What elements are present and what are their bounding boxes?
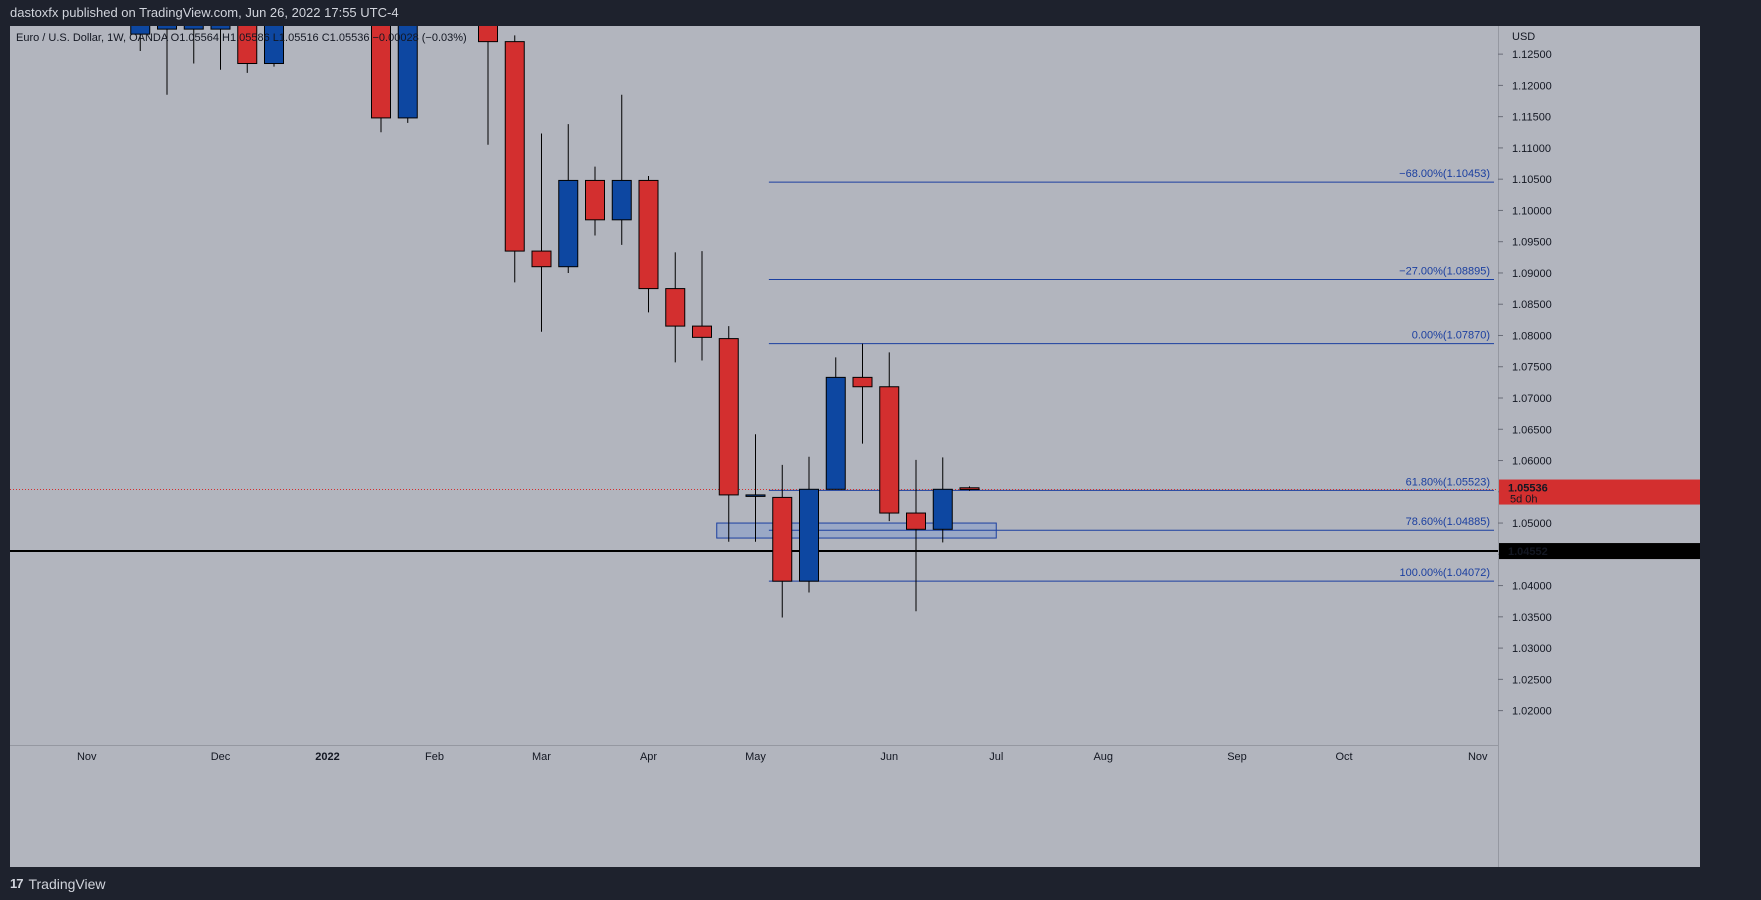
candle-body[interactable]: [638, 179, 659, 290]
price-axis-background: [1498, 26, 1700, 867]
y-tick-label: 1.11000: [1512, 143, 1551, 155]
fib-level-label: 0.00%(1.07870): [1412, 330, 1490, 342]
y-tick-label: 1.09000: [1512, 268, 1552, 280]
candle-body[interactable]: [397, 26, 418, 119]
y-tick-label: 1.04000: [1512, 581, 1552, 593]
candle-body[interactable]: [531, 250, 552, 268]
candle-body[interactable]: [932, 488, 953, 530]
publisher-header: dastoxfx published on TradingView.com, J…: [0, 0, 1761, 26]
y-tick-label: 1.08500: [1512, 299, 1552, 311]
support-price-badge: [1499, 543, 1700, 560]
x-tick-label: Aug: [1093, 751, 1113, 763]
candle-body[interactable]: [371, 26, 391, 119]
x-tick-label: Mar: [532, 751, 551, 763]
y-tick-label: 1.06500: [1512, 424, 1552, 436]
chart-area[interactable]: USD 1.12500 1.12000 1.11500 1.11000 1.10500 1.…: [10, 26, 1700, 867]
candle-body[interactable]: [237, 26, 258, 65]
y-tick-label: 1.12500: [1512, 49, 1552, 61]
x-tick-label: Dec: [211, 751, 231, 763]
x-tick-label: Jul: [989, 751, 1003, 763]
candle-body[interactable]: [558, 179, 579, 268]
bar-countdown-label: 5d 0h: [1510, 494, 1538, 506]
y-tick-label: 1.09500: [1512, 237, 1552, 249]
time-axis-background: [10, 745, 1498, 867]
fib-level-label: 78.60%(1.04885): [1406, 516, 1490, 528]
x-tick-label: Jun: [880, 751, 898, 763]
y-tick-label: 1.07000: [1512, 393, 1552, 405]
candle-body[interactable]: [772, 496, 793, 582]
fib-level-label: 61.80%(1.05523): [1406, 476, 1490, 488]
y-tick-label: 1.08000: [1512, 330, 1552, 342]
y-tick-label: 1.06000: [1512, 456, 1552, 468]
last-price-label: 1.05536: [1508, 483, 1548, 495]
candle-body[interactable]: [585, 179, 605, 221]
y-tick-label: 1.03000: [1512, 643, 1552, 655]
price-chart[interactable]: USD 1.12500 1.12000 1.11500 1.11000 1.10500 1.…: [10, 26, 1700, 867]
fib-level-label: −68.00%(1.10453): [1399, 168, 1490, 180]
candle-body[interactable]: [157, 26, 177, 30]
y-tick-label: 1.02500: [1512, 674, 1552, 686]
candle-body[interactable]: [611, 179, 632, 221]
candle-body[interactable]: [825, 376, 846, 490]
y-tick-label: 1.11500: [1512, 112, 1551, 124]
y-tick-label: 1.10500: [1512, 174, 1552, 186]
plot-background: [10, 26, 1498, 745]
candle-body[interactable]: [852, 376, 873, 388]
candle-body[interactable]: [692, 325, 712, 338]
tradingview-logo-icon: 17: [10, 876, 24, 891]
y-tick-label: 1.10000: [1512, 205, 1552, 217]
x-tick-label: 2022: [315, 751, 339, 763]
candle-body[interactable]: [718, 338, 739, 496]
y-tick-label: 1.02000: [1512, 706, 1552, 718]
footer-bar: 17 TradingView: [0, 867, 1761, 900]
y-tick-label: 1.05000: [1512, 518, 1552, 530]
candle-body[interactable]: [183, 26, 204, 30]
y-tick-label: 1.03500: [1512, 612, 1552, 624]
x-tick-label: Sep: [1227, 751, 1247, 763]
x-tick-label: Nov: [77, 751, 97, 763]
last-price-badge: [1499, 479, 1700, 505]
candle-body[interactable]: [959, 487, 980, 491]
candle-body[interactable]: [879, 386, 900, 514]
candle-body[interactable]: [799, 488, 819, 582]
tradingview-brand: TradingView: [28, 875, 106, 892]
candle-body[interactable]: [665, 288, 686, 327]
y-tick-label: 1.07500: [1512, 362, 1552, 374]
symbol-ohlc-legend: Euro / U.S. Dollar, 1W, OANDA O1.05564 H…: [16, 32, 467, 44]
candle-body[interactable]: [210, 26, 231, 30]
candle-body[interactable]: [264, 26, 284, 65]
candle-body[interactable]: [478, 26, 498, 43]
publisher-text: dastoxfx published on TradingView.com, J…: [10, 5, 399, 20]
x-tick-label: May: [745, 751, 766, 763]
support-price-label: 1.04552: [1508, 546, 1548, 558]
x-tick-label: Apr: [640, 751, 657, 763]
fib-level-label: −27.00%(1.08895): [1399, 266, 1490, 278]
candle-body[interactable]: [504, 41, 525, 252]
x-tick-label: Oct: [1335, 751, 1352, 763]
candle-body[interactable]: [745, 494, 766, 497]
candle-body[interactable]: [906, 512, 926, 530]
y-tick-label: 1.12000: [1512, 80, 1552, 92]
currency-label: USD: [1512, 31, 1535, 43]
candle-body[interactable]: [130, 26, 151, 35]
fib-level-label: 100.00%(1.04072): [1399, 567, 1490, 579]
x-tick-label: Feb: [425, 751, 444, 763]
x-tick-label: Nov: [1468, 751, 1488, 763]
